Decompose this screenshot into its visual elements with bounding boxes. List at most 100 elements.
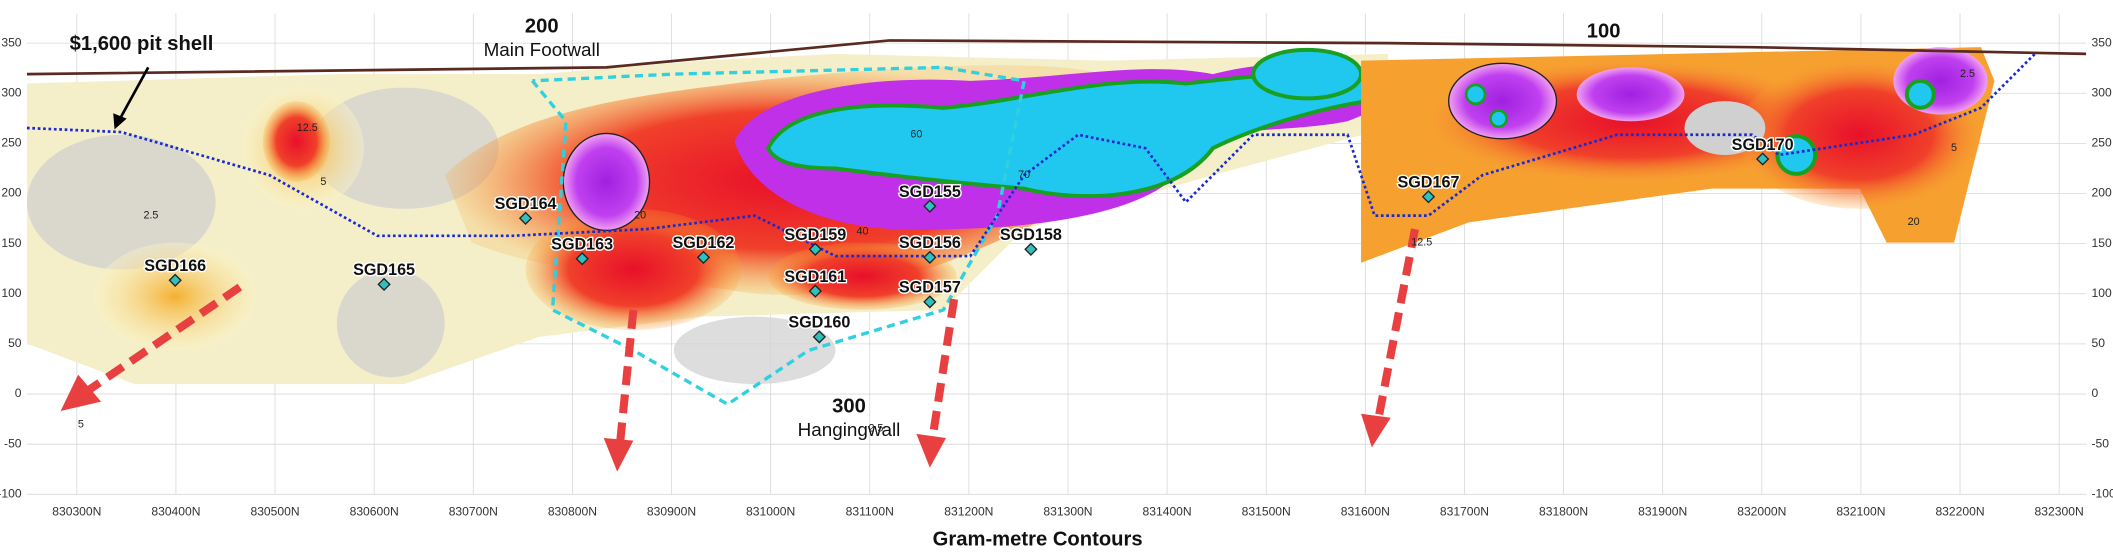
y-tick-label: -100 xyxy=(0,487,22,501)
y-tick-label: 250 xyxy=(2091,136,2111,150)
annotation: 100 xyxy=(1587,21,1621,43)
drill-hole-label: SGD158 xyxy=(1000,226,1062,244)
annotation: $1,600 pit shell xyxy=(70,33,214,55)
drill-hole-label: SGD156 xyxy=(899,234,961,252)
y-tick-label: 50 xyxy=(8,336,22,350)
contour-label: 60 xyxy=(910,129,922,141)
collar xyxy=(1024,242,1038,256)
pit-shell xyxy=(26,39,2087,76)
drill-hole-label: SGD170 xyxy=(1732,136,1794,154)
y-tick-label: 0 xyxy=(2091,386,2098,400)
y-tick-label: 150 xyxy=(1,236,21,250)
zone-outline xyxy=(531,65,1027,407)
x-tick-label: 832300N xyxy=(2035,504,2084,518)
x-tick-label: 830600N xyxy=(350,504,399,518)
y-tick-label: 100 xyxy=(2091,286,2111,300)
collar xyxy=(923,295,937,309)
drill-hole-label: SGD155 xyxy=(899,183,961,201)
contour-label: 2.5 xyxy=(1960,68,1975,80)
very-high-grade xyxy=(1489,109,1508,129)
contour-label: 70 xyxy=(1018,169,1030,181)
high-grade xyxy=(525,208,742,331)
y-tick-label: 300 xyxy=(2091,85,2111,99)
annotation: 300 xyxy=(832,395,866,417)
very-high-grade xyxy=(1447,62,1558,140)
collar xyxy=(518,211,533,225)
x-tick-label: 831500N xyxy=(1242,504,1291,518)
annotation: Hangingwall xyxy=(798,419,901,440)
labels: 830300N 830400N 830500N 830600N 830700N 83080… xyxy=(0,15,2113,550)
high-grade xyxy=(262,101,331,182)
collar xyxy=(808,284,822,298)
y-tick-label: -50 xyxy=(2091,436,2109,450)
low-grade xyxy=(1684,101,1766,155)
y-tick-label: 200 xyxy=(1,186,21,200)
x-tick-label: 830700N xyxy=(449,504,498,518)
drill-trace xyxy=(26,52,2036,258)
contour-label: 40 xyxy=(856,226,868,238)
collar xyxy=(575,252,589,266)
low-grade xyxy=(26,134,216,270)
contour-label: 12.5 xyxy=(297,122,318,134)
very-high-grade xyxy=(1576,67,1685,122)
arrow-heads xyxy=(60,374,1391,472)
y-tick-label: 300 xyxy=(1,85,21,99)
x-tick-label: 831700N xyxy=(1440,504,1489,518)
x-tick-label: 830400N xyxy=(151,504,200,518)
x-tick-label: 830800N xyxy=(548,504,597,518)
x-tick-label: 830500N xyxy=(250,504,299,518)
drill-hole-label: SGD164 xyxy=(495,195,557,213)
low-grade xyxy=(673,316,836,385)
y-tick-label: 350 xyxy=(2091,35,2111,49)
x-tick-label: 830300N xyxy=(52,504,101,518)
mid-grade xyxy=(94,242,257,351)
collar xyxy=(808,242,822,256)
collar xyxy=(923,250,937,265)
contour-label: 2.5 xyxy=(868,422,883,434)
drill-hole-label: SGD165 xyxy=(353,261,415,279)
y-tick-label: 100 xyxy=(1,286,21,300)
y-tick-label: 150 xyxy=(2091,236,2111,250)
pit-arrow xyxy=(117,66,150,122)
contour-label: 5 xyxy=(320,176,326,188)
collar xyxy=(168,273,182,287)
drill-hole-label: SGD166 xyxy=(144,257,206,275)
collar xyxy=(696,250,711,265)
very-high-grade xyxy=(1893,47,1988,115)
contour-label: 12.5 xyxy=(1411,236,1432,248)
collar xyxy=(377,277,391,292)
plunge-arrows xyxy=(85,228,1419,446)
y-tick-label: 0 xyxy=(15,386,22,400)
collar xyxy=(1755,152,1770,166)
x-tick-label: 832000N xyxy=(1737,504,1786,518)
x-tick-label: 831300N xyxy=(1043,504,1092,518)
y-tick-label: 200 xyxy=(2091,186,2111,200)
y-tick-label: 350 xyxy=(1,35,21,49)
section: 830300N 830400N 830500N 830600N 830700N 83080… xyxy=(0,13,2113,551)
x-tick-label: 832200N xyxy=(1935,504,1984,518)
x-tick-label: 831900N xyxy=(1638,504,1687,518)
drill-hole-label: SGD163 xyxy=(551,236,613,254)
very-high-grade xyxy=(1464,83,1487,106)
x-tick-label: 831200N xyxy=(944,504,993,518)
y-tick-label: 250 xyxy=(1,136,21,150)
title: Gram-metre Contours xyxy=(933,529,1143,551)
x-tick-label: 831800N xyxy=(1539,504,1588,518)
x-tick-label: 832100N xyxy=(1836,504,1885,518)
collar xyxy=(1421,190,1436,204)
drill-hole-label: SGD159 xyxy=(784,226,846,244)
drill-hole-label: SGD162 xyxy=(672,234,734,252)
y-tick-label: -50 xyxy=(4,436,22,450)
contour-label: 20 xyxy=(634,209,646,221)
collar xyxy=(923,199,937,213)
very-high-grade xyxy=(1904,78,1936,110)
very-high-grade xyxy=(765,71,1370,199)
contour-label: 5 xyxy=(78,418,84,430)
x-tick-label: 830900N xyxy=(647,504,696,518)
y-tick-label: -100 xyxy=(2091,487,2113,501)
annotation: Main Footwall xyxy=(484,39,600,60)
drill-hole-label: SGD160 xyxy=(788,314,850,332)
x-tick-label: 831000N xyxy=(746,504,795,518)
annotation: 200 xyxy=(525,15,559,37)
